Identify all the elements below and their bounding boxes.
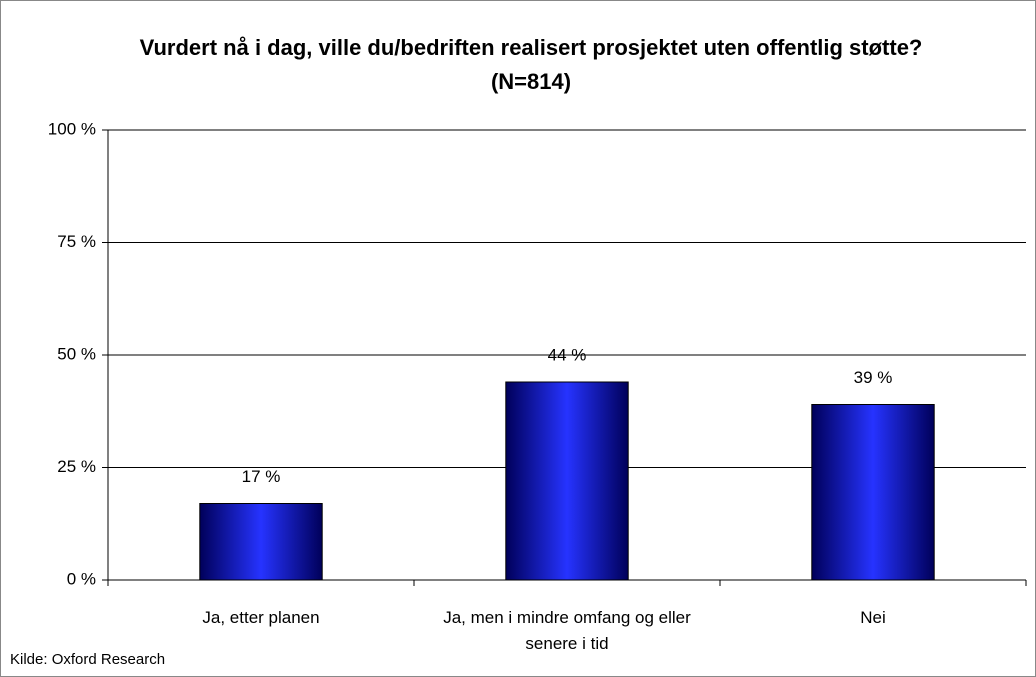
y-tick-label: 50 %	[57, 344, 96, 363]
source-note: Kilde: Oxford Research	[10, 651, 166, 668]
y-tick-label: 100 %	[48, 119, 96, 138]
bar	[811, 404, 935, 581]
data-label: 44 %	[548, 345, 587, 364]
y-tick-label: 25 %	[57, 457, 96, 476]
bar	[505, 381, 629, 581]
chart-title: Vurdert nå i dag, ville du/bedriften rea…	[139, 35, 923, 94]
x-tick-label: Ja, etter planen	[202, 608, 320, 627]
x-tick-label: Nei	[860, 608, 886, 627]
y-tick-label: 75 %	[57, 232, 96, 251]
bar	[199, 503, 323, 581]
x-tick-label: Ja, men i mindre omfang og eller senere …	[443, 608, 691, 653]
data-label: 17 %	[242, 467, 281, 486]
data-label: 39 %	[854, 368, 893, 387]
y-tick-label: 0 %	[67, 569, 96, 588]
